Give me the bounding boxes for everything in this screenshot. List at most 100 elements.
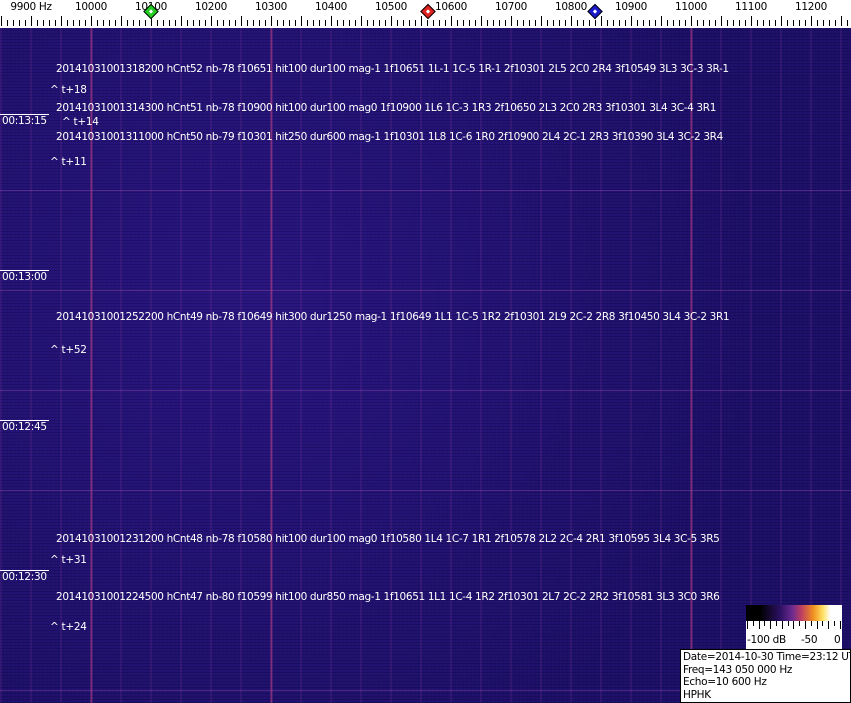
axis-label: 10800	[555, 1, 587, 13]
axis-tick	[457, 20, 458, 26]
axis-tick	[631, 16, 632, 26]
frequency-axis: 9900 Hz 10000 10100 10200 10300 10400 10…	[0, 0, 851, 28]
axis-tick	[133, 20, 134, 26]
axis-tick	[583, 20, 584, 26]
axis-tick	[619, 20, 620, 26]
axis-tick	[685, 20, 686, 26]
axis-tick	[781, 16, 782, 26]
colorbar-label: 0	[834, 634, 841, 646]
axis-tick	[157, 20, 158, 26]
axis-tick	[673, 20, 674, 26]
axis-tick	[613, 20, 614, 26]
colorbar-tick	[776, 621, 777, 626]
axis-tick	[433, 20, 434, 26]
colorbar-tick	[839, 621, 841, 629]
axis-tick	[757, 20, 758, 26]
colorbar-tick	[764, 621, 766, 626]
axis-tick	[655, 20, 656, 26]
axis-tick	[535, 20, 536, 26]
axis-tick	[793, 20, 794, 26]
axis-tick	[97, 20, 98, 26]
event-offset: ^ t+52	[50, 344, 87, 356]
axis-tick	[109, 20, 110, 26]
axis-tick	[79, 20, 80, 26]
info-box: Date=2014-10-30 Time=23:12 UTC Freq=143 …	[680, 649, 851, 703]
axis-tick	[481, 16, 482, 26]
axis-tick	[601, 16, 602, 26]
axis-tick	[643, 20, 644, 26]
axis-tick	[427, 20, 428, 26]
axis-tick	[715, 20, 716, 26]
axis-tick	[349, 20, 350, 26]
axis-label: 10700	[495, 1, 527, 13]
axis-tick	[559, 20, 560, 26]
axis-tick	[61, 16, 62, 26]
axis-tick	[277, 20, 278, 26]
axis-tick	[55, 20, 56, 26]
colorbar-tick	[752, 621, 754, 626]
axis-tick	[679, 20, 680, 26]
axis-tick	[565, 20, 566, 26]
axis-tick	[547, 20, 548, 26]
axis-tick	[145, 20, 146, 26]
axis-tick	[199, 20, 200, 26]
axis-tick	[493, 20, 494, 26]
axis-label: 10300	[255, 1, 287, 13]
colorbar-tick	[822, 621, 824, 626]
info-freq: Freq=143 050 000 Hz	[683, 663, 793, 676]
info-date: Date=2014-10-30 Time=23:12 UTC	[683, 651, 851, 663]
axis-tick	[307, 20, 308, 26]
axis-tick	[163, 20, 164, 26]
axis-tick	[769, 20, 770, 26]
time-label: 00:12:45	[0, 420, 49, 433]
spectrogram[interactable]: 00:13:15 00:13:00 00:12:45 00:12:30 2014…	[0, 28, 851, 703]
axis-tick	[637, 20, 638, 26]
axis-tick	[7, 20, 8, 26]
axis-tick	[211, 16, 212, 26]
axis-tick	[607, 20, 608, 26]
axis-label: 10500	[375, 1, 407, 13]
colorbar-tick	[834, 621, 835, 626]
axis-tick	[475, 20, 476, 26]
axis-tick	[751, 16, 752, 26]
axis-tick	[529, 20, 530, 26]
axis-tick	[649, 20, 650, 26]
axis-tick	[19, 20, 20, 26]
axis-tick	[403, 20, 404, 26]
axis-tick	[259, 20, 260, 26]
axis-tick	[709, 20, 710, 26]
axis-tick	[253, 20, 254, 26]
axis-tick	[505, 20, 506, 26]
axis-tick	[595, 20, 596, 26]
axis-tick	[295, 20, 296, 26]
axis-label: 10900	[615, 1, 647, 13]
axis-tick	[421, 16, 422, 26]
axis-tick	[517, 20, 518, 26]
axis-tick	[37, 20, 38, 26]
event-offset: ^ t+11	[50, 156, 87, 168]
axis-tick	[379, 20, 380, 26]
axis-tick	[391, 16, 392, 26]
red-marker-icon[interactable]	[420, 3, 436, 20]
axis-unit-label: 9900 Hz	[10, 1, 52, 13]
axis-tick	[373, 20, 374, 26]
axis-tick	[445, 20, 446, 26]
axis-tick	[25, 20, 26, 26]
axis-tick	[43, 20, 44, 26]
axis-tick	[31, 16, 32, 26]
axis-tick	[367, 20, 368, 26]
axis-tick	[325, 20, 326, 26]
axis-tick	[553, 20, 554, 26]
axis-tick	[151, 16, 152, 26]
axis-tick	[823, 20, 824, 26]
colorbar-tick	[805, 621, 806, 629]
axis-tick	[829, 20, 830, 26]
axis-tick	[745, 20, 746, 26]
axis-tick	[727, 20, 728, 26]
axis-tick	[409, 20, 410, 26]
event-offset: ^ t+31	[50, 554, 87, 566]
axis-label: 10600	[435, 1, 467, 13]
axis-tick	[139, 20, 140, 26]
colorbar-tick	[799, 621, 801, 626]
axis-tick	[703, 20, 704, 26]
